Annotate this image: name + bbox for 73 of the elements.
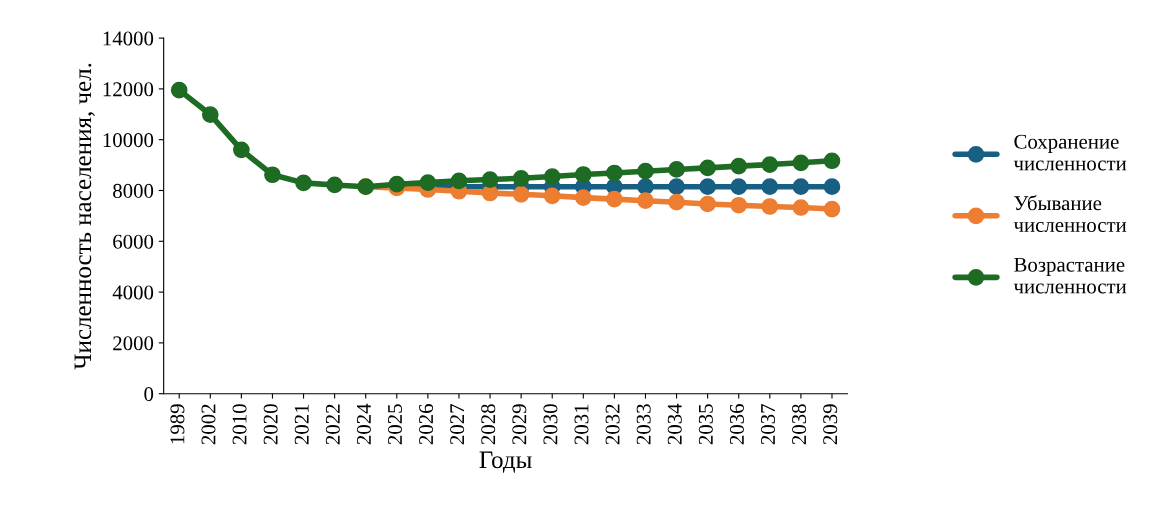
x-tick-label: 2038 bbox=[792, 404, 807, 445]
point bbox=[730, 157, 748, 175]
point bbox=[637, 178, 654, 196]
point bbox=[606, 190, 623, 208]
point bbox=[668, 178, 685, 196]
point bbox=[792, 178, 810, 196]
point bbox=[543, 168, 561, 185]
point bbox=[730, 196, 748, 214]
point bbox=[606, 164, 623, 182]
point bbox=[543, 187, 561, 205]
x-tick-label: 2027 bbox=[450, 404, 465, 445]
point bbox=[574, 166, 592, 183]
x-axis-title: Годы bbox=[479, 451, 532, 473]
y-axis-title: Численность населения, чел. bbox=[74, 63, 95, 370]
y-tick-label: 10000 bbox=[103, 133, 154, 148]
x-tick-label: 2025 bbox=[387, 404, 403, 445]
x-tick-label: 2030 bbox=[543, 404, 558, 445]
legend-label: Убывание численности bbox=[1013, 195, 1127, 233]
y-tick-label: 0 bbox=[144, 387, 154, 402]
point bbox=[326, 176, 343, 194]
y-tick-label: 8000 bbox=[113, 183, 154, 198]
x-tick-label: 2037 bbox=[760, 404, 776, 445]
x-tick-label: 2034 bbox=[667, 403, 682, 445]
x-tick-label: 2026 bbox=[419, 404, 434, 445]
x-tick-label: 2033 bbox=[636, 404, 651, 445]
point bbox=[761, 198, 779, 215]
point bbox=[481, 171, 499, 188]
point bbox=[637, 192, 654, 209]
x-tick-label: 2039 bbox=[823, 404, 838, 445]
point bbox=[512, 185, 530, 203]
point bbox=[201, 106, 219, 123]
y-tick-label: 4000 bbox=[112, 285, 154, 300]
point bbox=[450, 172, 468, 190]
x-tick-label: 2024 bbox=[356, 403, 371, 445]
x-tick-label: 2029 bbox=[512, 404, 527, 445]
point bbox=[792, 154, 810, 172]
point bbox=[761, 156, 779, 173]
y-tick-label: 6000 bbox=[113, 234, 154, 249]
point bbox=[264, 166, 281, 184]
point bbox=[574, 189, 592, 206]
y-tick-label: 2000 bbox=[113, 336, 154, 351]
x-tick-label: 2035 bbox=[698, 404, 713, 445]
point bbox=[419, 174, 437, 191]
point bbox=[637, 162, 654, 180]
x-tick-label: 2020 bbox=[263, 404, 278, 445]
x-tick-label: 2022 bbox=[325, 404, 340, 445]
point bbox=[823, 178, 841, 196]
x-tick-label: 2036 bbox=[729, 404, 744, 445]
point bbox=[233, 141, 250, 159]
point bbox=[823, 200, 841, 218]
point bbox=[792, 199, 810, 216]
x-tick-label: 2010 bbox=[232, 404, 247, 445]
point bbox=[699, 159, 716, 177]
point bbox=[668, 193, 685, 211]
point bbox=[730, 178, 748, 196]
legend-label: Возрастание численности bbox=[1013, 257, 1127, 294]
x-tick-label: 1989 bbox=[170, 404, 185, 444]
point bbox=[170, 81, 188, 99]
x-tick-label: 2031 bbox=[574, 404, 589, 445]
legend-label: Сохранение численности bbox=[1013, 134, 1127, 171]
y-tick-label: 14000 bbox=[103, 31, 154, 46]
y-tick-label: 12000 bbox=[103, 82, 154, 97]
point bbox=[668, 161, 685, 178]
x-tick-label: 2021 bbox=[294, 404, 309, 445]
point bbox=[823, 152, 841, 170]
point bbox=[699, 195, 716, 213]
x-tick-label: 2028 bbox=[481, 404, 496, 445]
point bbox=[295, 174, 312, 192]
point bbox=[512, 169, 530, 187]
x-tick-label: 2002 bbox=[201, 404, 216, 445]
x-tick-label: 2032 bbox=[605, 404, 620, 445]
point bbox=[761, 178, 779, 196]
point bbox=[699, 178, 716, 196]
